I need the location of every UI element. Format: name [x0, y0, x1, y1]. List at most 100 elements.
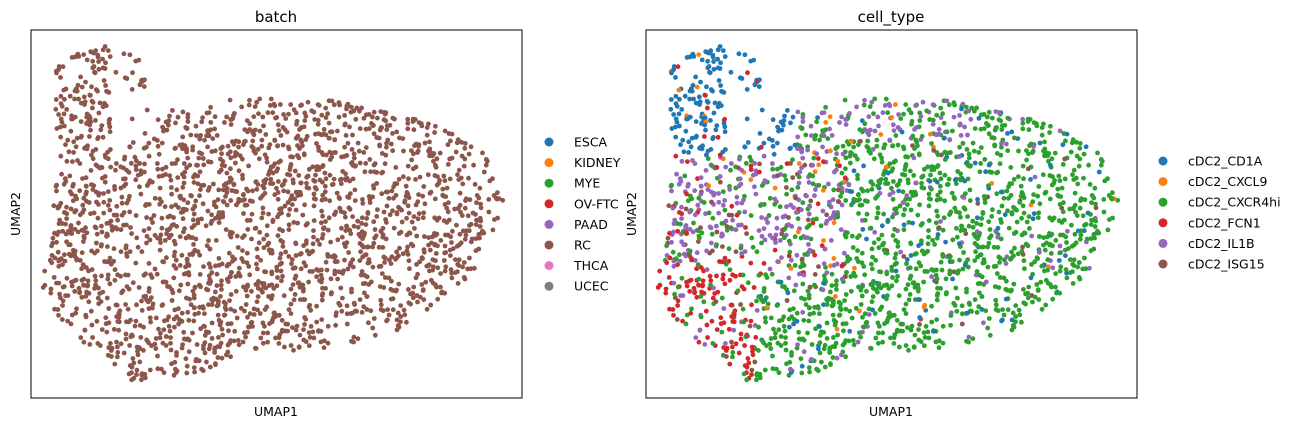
- scatter-point: [718, 60, 723, 66]
- scatter-point: [806, 211, 812, 217]
- scatter-point: [917, 322, 922, 327]
- scatter-point: [784, 191, 789, 197]
- legend-label: cDC2_ISG15: [1188, 257, 1265, 272]
- scatter-point: [827, 114, 833, 120]
- scatter-point: [711, 110, 717, 116]
- scatter-point: [747, 323, 753, 329]
- scatter-point: [102, 179, 108, 185]
- scatter-point: [459, 139, 464, 145]
- scatter-point: [337, 196, 342, 202]
- scatter-point: [301, 297, 306, 302]
- scatter-point: [278, 268, 284, 274]
- scatter-point: [438, 271, 443, 276]
- scatter-point: [206, 159, 211, 165]
- scatter-point: [178, 210, 184, 215]
- scatter-point: [319, 235, 325, 241]
- scatter-point: [91, 50, 97, 56]
- scatter-point: [478, 218, 484, 224]
- scatter-point: [351, 155, 357, 161]
- scatter-point: [802, 252, 808, 257]
- scatter-point: [365, 210, 371, 215]
- scatter-point: [1037, 140, 1043, 146]
- scatter-point: [675, 228, 681, 234]
- scatter-point: [87, 134, 92, 139]
- scatter-point: [181, 329, 187, 335]
- scatter-point: [355, 218, 361, 224]
- scatter-point: [891, 128, 897, 134]
- legend-marker: [544, 240, 554, 250]
- scatter-point: [959, 321, 965, 327]
- scatter-point: [684, 283, 690, 289]
- scatter-point: [745, 70, 750, 76]
- scatter-point: [855, 172, 860, 178]
- scatter-point: [343, 214, 348, 220]
- scatter-point: [157, 185, 163, 191]
- scatter-point: [813, 326, 818, 332]
- scatter-point: [885, 170, 891, 176]
- scatter-point: [722, 124, 728, 130]
- scatter-point: [474, 200, 479, 206]
- scatter-point: [708, 189, 714, 195]
- scatter-point: [1043, 277, 1049, 283]
- scatter-point: [907, 265, 913, 271]
- scatter-point: [819, 243, 825, 249]
- scatter-point: [657, 268, 663, 274]
- scatter-point: [824, 218, 830, 224]
- scatter-point: [302, 322, 307, 327]
- scatter-point: [300, 282, 306, 288]
- scatter-point: [296, 173, 302, 178]
- scatter-point: [126, 371, 132, 377]
- scatter-point: [187, 252, 193, 257]
- scatter-point: [1095, 150, 1100, 156]
- scatter-point: [824, 212, 829, 218]
- scatter-point: [376, 244, 382, 250]
- scatter-point: [319, 267, 324, 273]
- scatter-point: [720, 48, 726, 53]
- scatter-point: [787, 146, 793, 152]
- scatter-point: [90, 156, 96, 162]
- scatter-point: [240, 339, 246, 345]
- scatter-point: [311, 234, 316, 240]
- legend-marker: [1158, 259, 1168, 269]
- scatter-point: [89, 152, 94, 158]
- scatter-point: [663, 286, 669, 292]
- scatter-point: [1026, 284, 1032, 290]
- scatter-point: [64, 107, 70, 112]
- scatter-point: [86, 115, 92, 121]
- scatter-point: [879, 159, 885, 165]
- scatter-point: [321, 225, 327, 231]
- scatter-point: [918, 263, 924, 269]
- scatter-point: [843, 117, 848, 122]
- scatter-point: [179, 310, 185, 316]
- scatter-point: [198, 326, 204, 332]
- scatter-point: [675, 64, 681, 70]
- scatter-point: [108, 341, 113, 346]
- scatter-point: [944, 150, 950, 156]
- scatter-point: [72, 96, 77, 102]
- scatter-point: [233, 288, 239, 294]
- scatter-point: [307, 269, 313, 274]
- scatter-point: [1059, 205, 1065, 211]
- scatter-point: [438, 284, 443, 290]
- scatter-point: [939, 267, 945, 273]
- scatter-point: [172, 359, 178, 365]
- scatter-point: [160, 173, 165, 179]
- scatter-point: [99, 327, 105, 332]
- scatter-point: [314, 274, 319, 280]
- scatter-point: [224, 276, 230, 282]
- scatter-point: [62, 96, 67, 102]
- scatter-point: [731, 327, 737, 333]
- scatter-point: [784, 185, 789, 190]
- scatter-point: [52, 306, 57, 312]
- scatter-point: [855, 248, 860, 254]
- scatter-point: [858, 334, 863, 340]
- scatter-point: [794, 252, 800, 258]
- scatter-point: [206, 280, 211, 286]
- scatter-point: [812, 136, 818, 142]
- scatter-point: [1053, 238, 1059, 243]
- scatter-point: [893, 251, 899, 257]
- scatter-point: [764, 275, 770, 280]
- scatter-point: [121, 222, 126, 228]
- scatter-point: [934, 235, 940, 241]
- scatter-point: [382, 255, 388, 261]
